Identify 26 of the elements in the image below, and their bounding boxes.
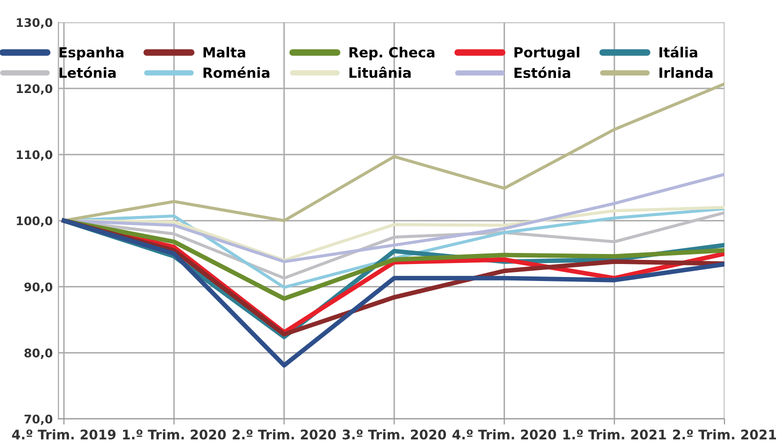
x-tick-label: 3.º Trim. 2020: [342, 429, 446, 440]
line-series: [62, 218, 724, 301]
legend-label: Itália: [659, 46, 698, 58]
x-tick-label: 4.º Trim. 2020: [452, 429, 556, 440]
x-tick-label: 4.º Trim. 2019: [12, 429, 116, 440]
legend-label: Roménia: [204, 66, 270, 78]
y-tick-label: 80,0: [24, 348, 52, 359]
legend-label: Letónia: [60, 66, 116, 78]
legend-label: Portugal: [514, 46, 580, 60]
legend-label: Malta: [204, 46, 246, 58]
legend-label: Lituânia: [349, 66, 411, 78]
y-tick-label: 70,0: [24, 414, 52, 426]
legend-label: Irlanda: [659, 67, 712, 78]
x-tick-label: 1.º Trim. 2020: [123, 429, 226, 440]
y-tick-label: 120,0: [16, 84, 52, 95]
x-tick-label: 2.º Trim. 2020: [232, 429, 336, 440]
y-tick-label: 100,0: [16, 216, 52, 227]
legend-label: Estónia: [514, 66, 570, 78]
y-tick-label: 110,0: [16, 150, 52, 161]
x-tick-label: 1.º Trim. 2021: [563, 429, 666, 440]
legend-label: Rep. Checa: [349, 46, 434, 60]
x-tick-label: 2.º Trim. 2021: [673, 429, 776, 440]
y-tick-label: 90,0: [24, 282, 52, 293]
legend-label: Espanha: [60, 46, 124, 60]
line-series: [62, 218, 724, 368]
y-tick-label: 130,0: [16, 18, 52, 29]
